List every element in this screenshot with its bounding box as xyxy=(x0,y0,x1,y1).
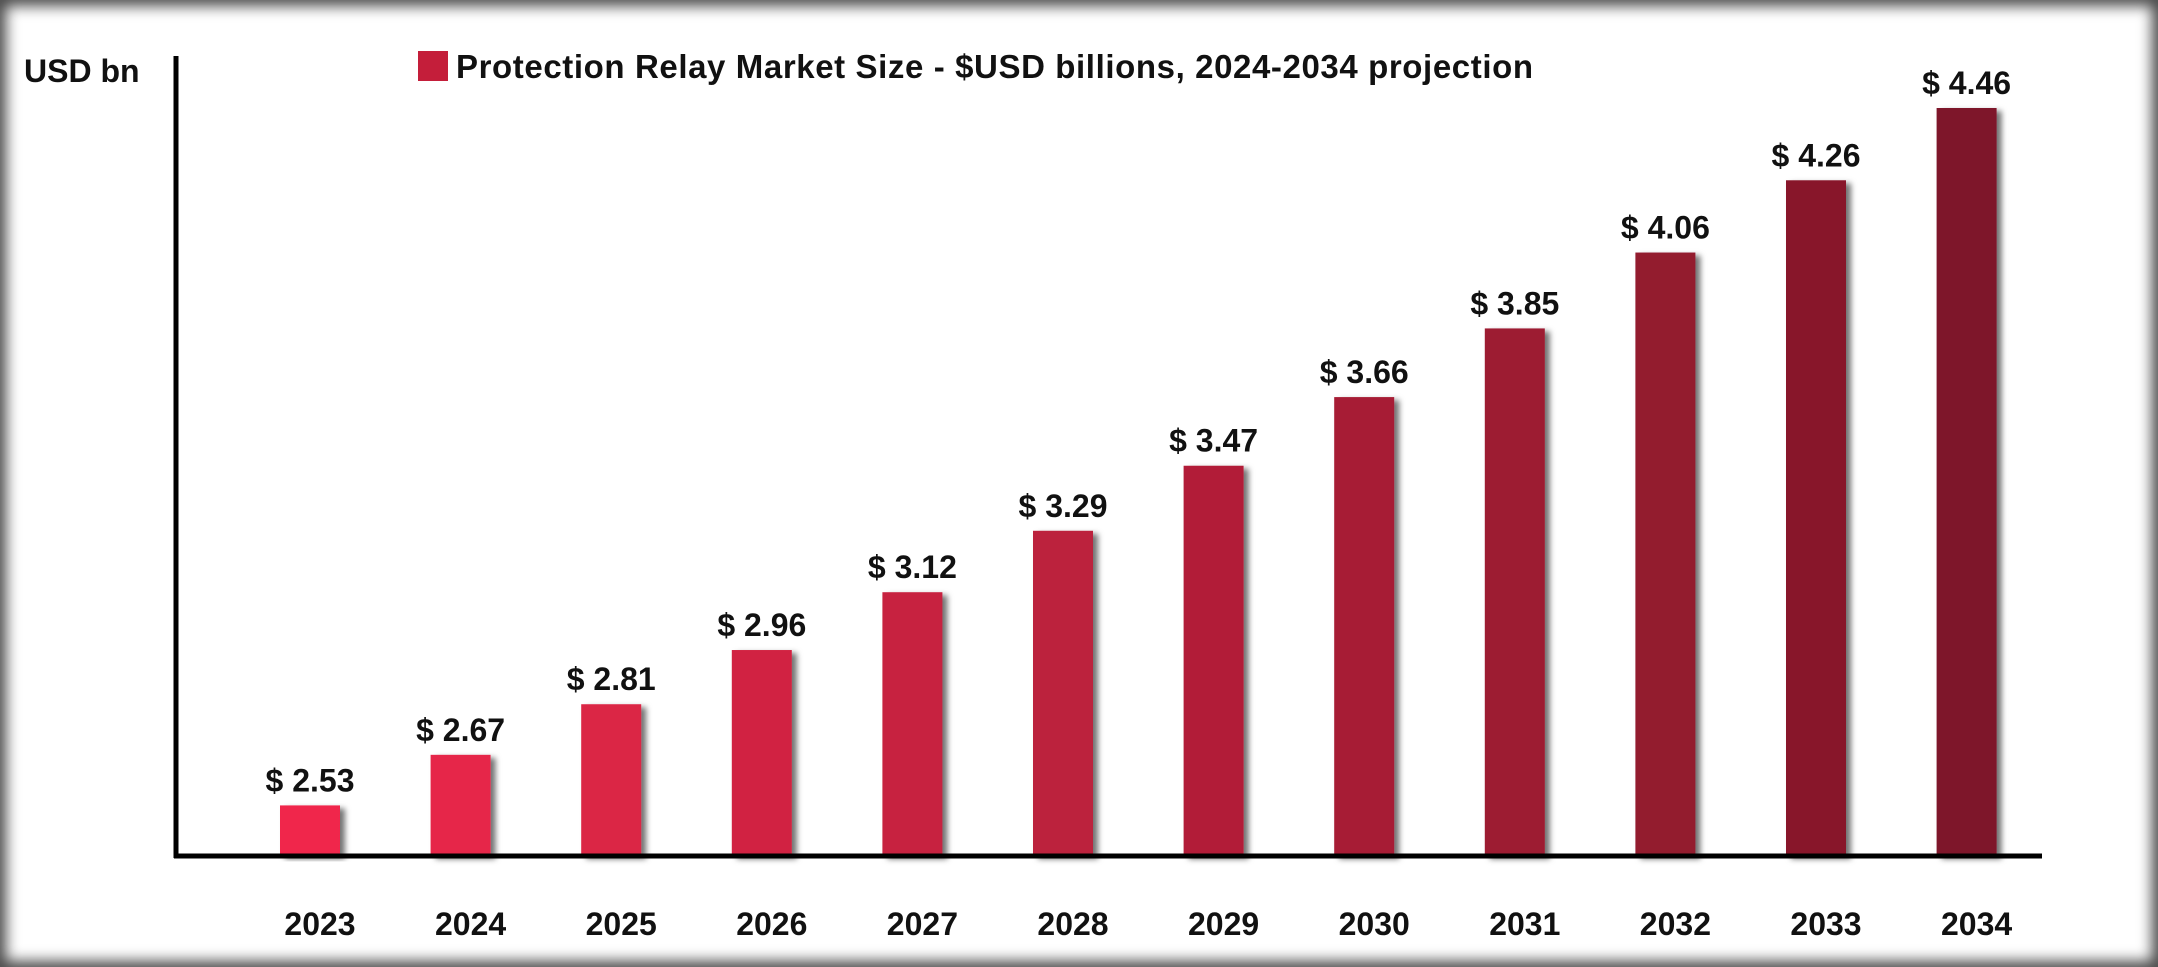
bar-2028 xyxy=(1033,530,1093,856)
data-label-2025: $ 2.81 xyxy=(567,661,656,697)
data-label-2026: $ 2.96 xyxy=(717,607,806,643)
data-label-2028: $ 3.29 xyxy=(1019,488,1108,524)
y-axis-label: USD bn xyxy=(24,53,140,89)
data-label-2029: $ 3.47 xyxy=(1169,423,1258,459)
x-tick-label-2034: 2034 xyxy=(1941,906,2012,942)
bar-2032 xyxy=(1635,252,1696,856)
x-tick-label-2031: 2031 xyxy=(1489,906,1560,942)
x-tick-label-2023: 2023 xyxy=(284,906,355,942)
bar-2023 xyxy=(280,805,340,856)
x-tick-label-2024: 2024 xyxy=(435,906,506,942)
data-label-2032: $ 4.06 xyxy=(1621,210,1710,246)
x-tick-label-2028: 2028 xyxy=(1037,906,1108,942)
bar-2026 xyxy=(731,650,792,856)
x-tick-label-2027: 2027 xyxy=(887,906,958,942)
bar-2031 xyxy=(1484,328,1545,856)
bar-2024 xyxy=(430,754,491,856)
data-label-2027: $ 3.12 xyxy=(868,549,957,585)
bar-2034 xyxy=(1936,108,1997,856)
data-label-2033: $ 4.26 xyxy=(1772,137,1861,173)
legend-swatch xyxy=(418,51,448,81)
bar-2033 xyxy=(1786,180,1846,857)
x-tick-label-2030: 2030 xyxy=(1339,906,1410,942)
bar-2029 xyxy=(1183,465,1244,856)
x-tick-label-2033: 2033 xyxy=(1790,906,1861,942)
bar-2025 xyxy=(581,704,642,856)
x-tick-label-2026: 2026 xyxy=(736,906,807,942)
data-label-2023: $ 2.53 xyxy=(266,762,355,798)
x-tick-label-2029: 2029 xyxy=(1188,906,1259,942)
bars-group xyxy=(280,108,1997,857)
data-label-2031: $ 3.85 xyxy=(1470,285,1559,321)
bar-2030 xyxy=(1334,397,1395,856)
x-tick-label-2032: 2032 xyxy=(1640,906,1711,942)
data-label-2030: $ 3.66 xyxy=(1320,354,1409,390)
data-label-2034: $ 4.46 xyxy=(1922,65,2011,101)
x-tick-label-2025: 2025 xyxy=(586,906,657,942)
legend-label: Protection Relay Market Size - $USD bill… xyxy=(456,48,1534,85)
bar-2027 xyxy=(882,592,943,856)
data-label-2024: $ 2.67 xyxy=(416,712,505,748)
